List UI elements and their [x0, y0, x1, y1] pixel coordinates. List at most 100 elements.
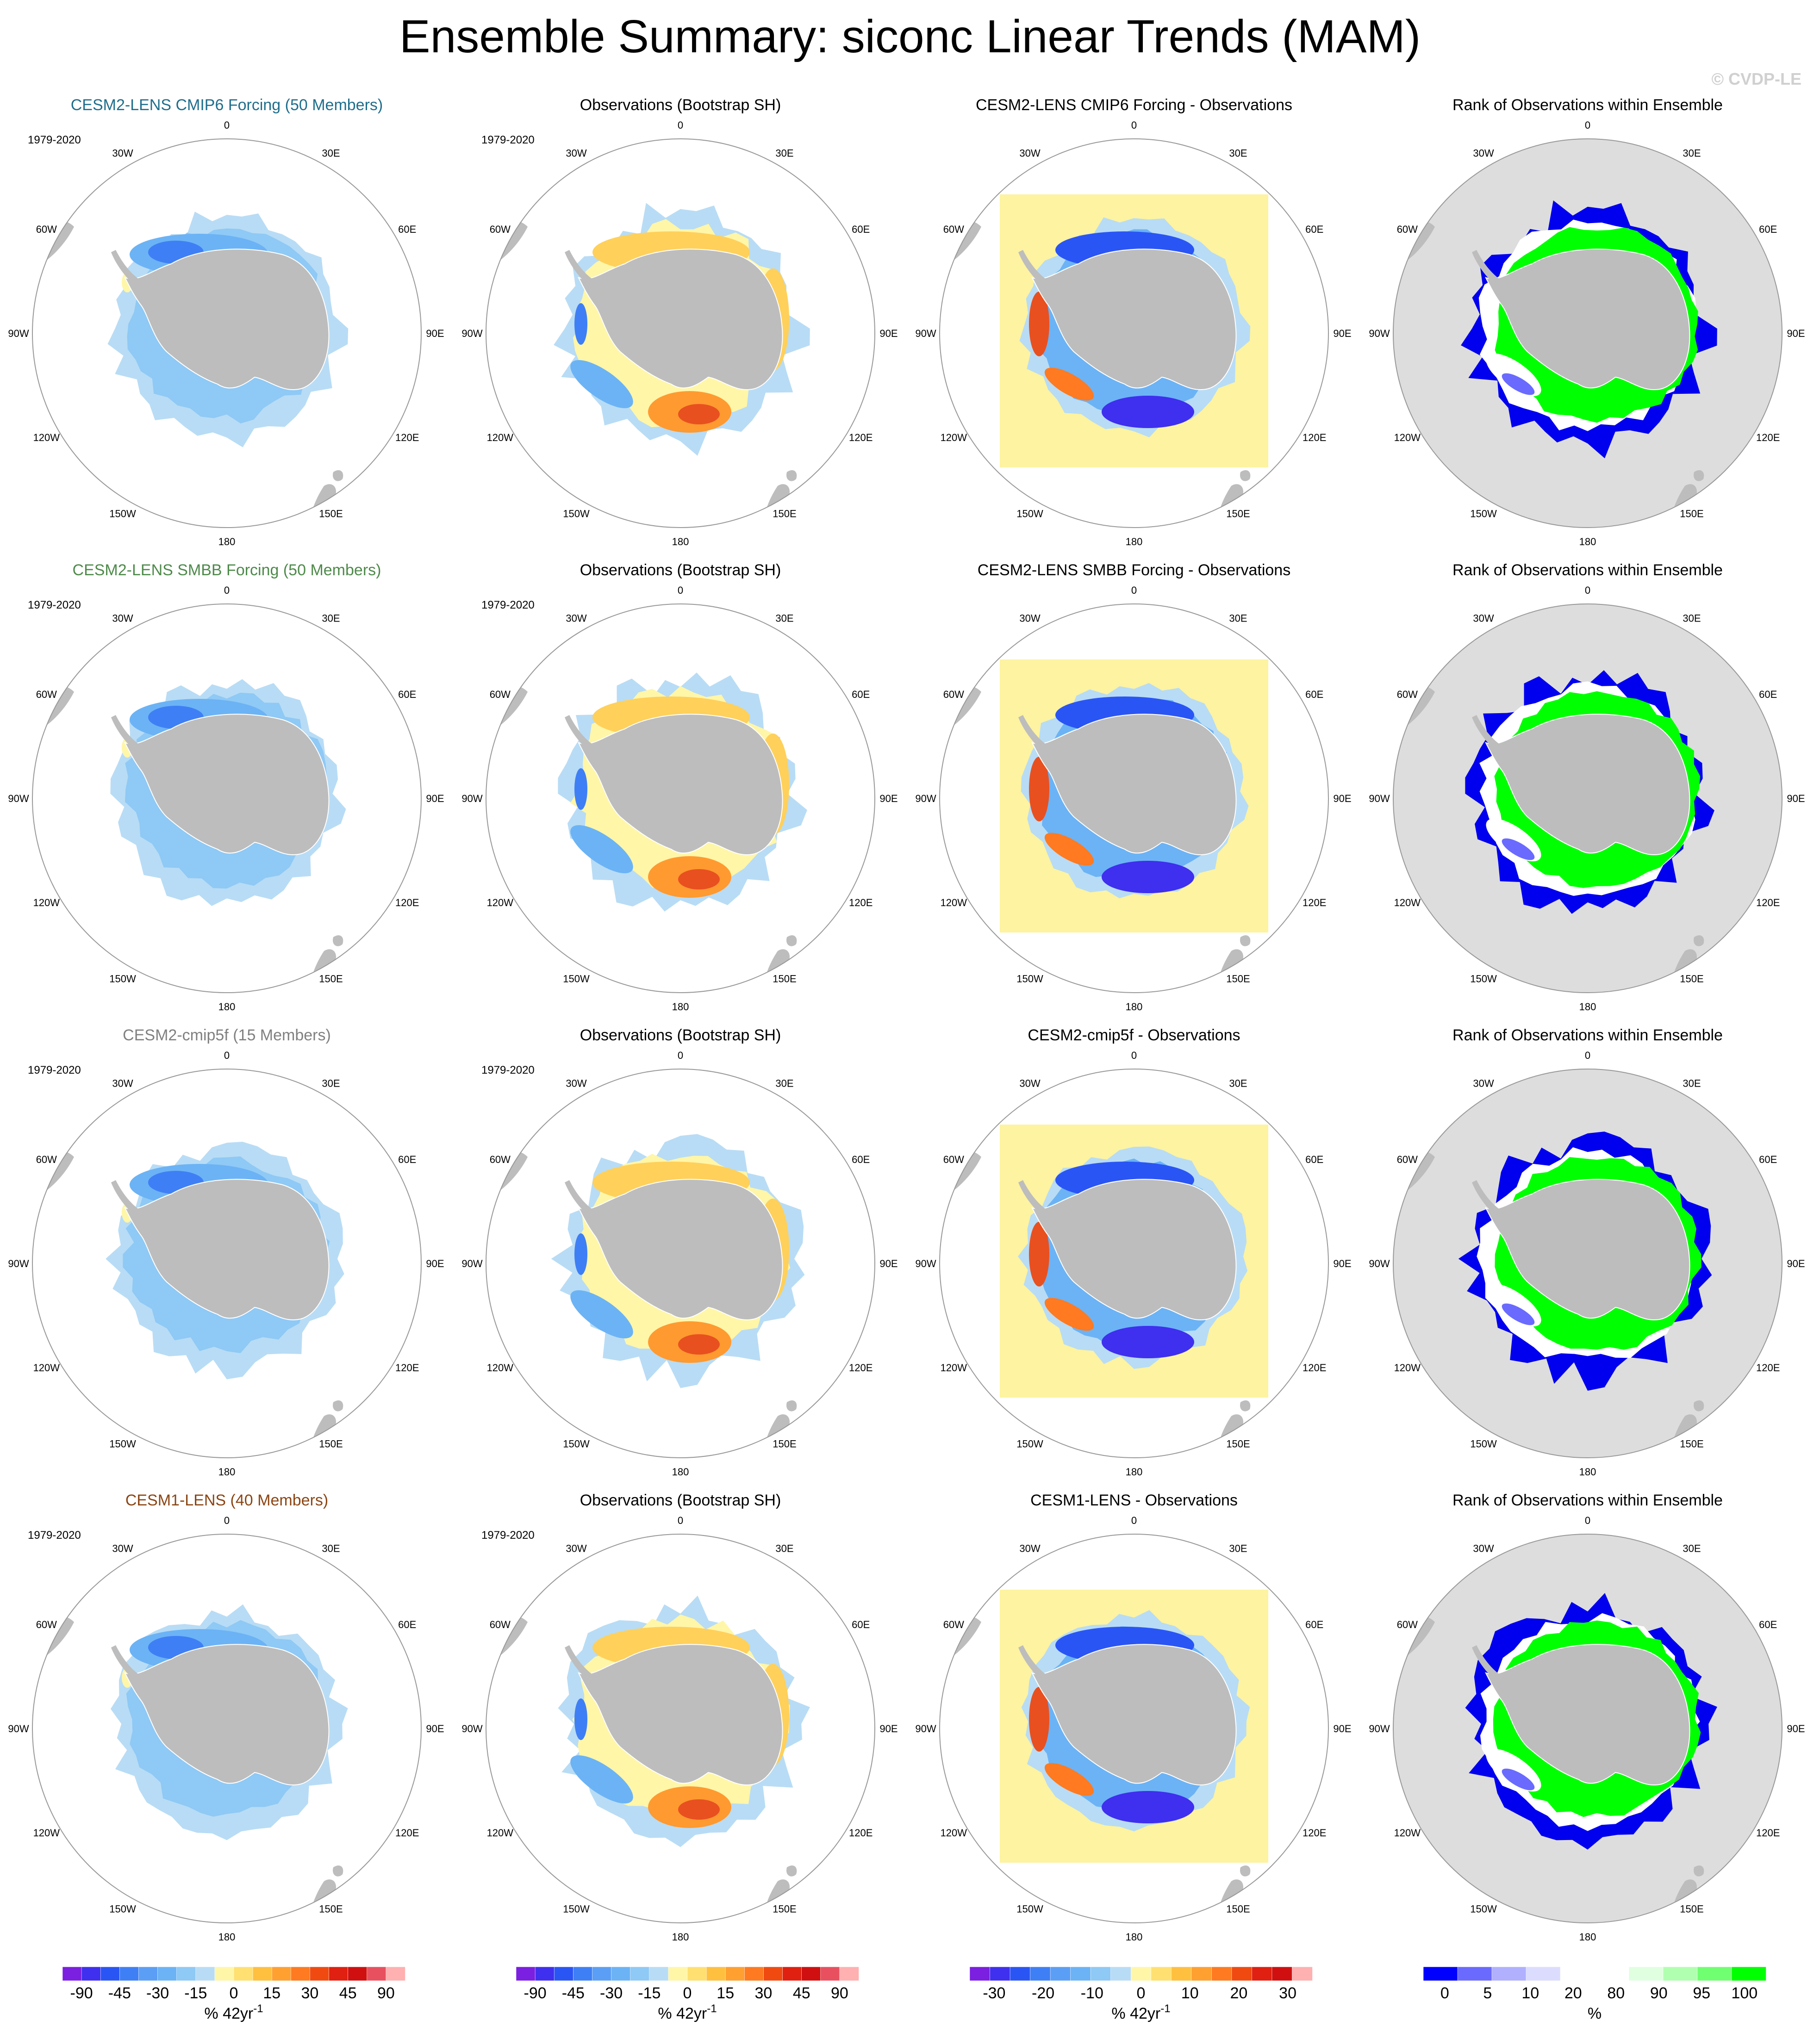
new-zealand-north: [786, 935, 797, 946]
lon-label-e: 90E: [1333, 793, 1351, 804]
period-label: 1979-2020: [28, 1064, 81, 1076]
colorbar-tick-label: -10: [1081, 1984, 1103, 2002]
lon-label-180: 180: [672, 1931, 689, 1943]
lon-label-w: 90W: [915, 1258, 936, 1269]
lon-label-w: 60W: [1397, 1154, 1418, 1165]
colorbar-swatch: [233, 1966, 253, 1981]
map-boundary-circle: [486, 1069, 875, 1458]
colorbar-units: %: [1588, 2005, 1602, 2022]
lon-label-e: 150E: [1680, 1903, 1703, 1915]
lon-label-e: 30E: [322, 147, 340, 159]
lon-label-w: 150W: [109, 973, 136, 985]
lon-label-e: 150E: [1226, 973, 1250, 985]
new-zealand-north: [333, 470, 343, 481]
rank-low-patch: [1502, 838, 1535, 860]
lon-label-e: 120E: [395, 1827, 419, 1839]
lon-label-e: 30E: [775, 612, 793, 624]
diff-map-panel: 0 180 30E 60E 90E 120E 150E 30W 60W 90W 120W 150W: [915, 584, 1351, 1013]
colorbar-tick-label: -45: [562, 1984, 585, 2002]
lon-label-w: 60W: [36, 1619, 57, 1630]
lon-label-e: 30E: [775, 1542, 793, 1554]
obs-map-panel: 0 180 30E 60E 90E 120E 150E 30W 60W 90W 120W 150W 19…: [461, 1050, 898, 1478]
lon-label-e: 30E: [1229, 1542, 1247, 1554]
lon-label-e: 90E: [1787, 328, 1805, 339]
amundsen-decline: [570, 360, 633, 409]
bellingshausen-positive: [1029, 1687, 1049, 1752]
lon-label-w: 30W: [1473, 1542, 1494, 1554]
antarctica-landmass: [124, 249, 330, 390]
colorbar-swatch: [687, 1966, 707, 1981]
amundsen-positive: [1044, 1763, 1094, 1796]
period-label: 1979-2020: [28, 599, 81, 611]
lon-label-e: 30E: [775, 1077, 793, 1089]
antarctic-peninsula: [1472, 715, 1504, 754]
lon-label-w: 150W: [563, 1903, 590, 1915]
rank-map-panel: 0 180 30E 60E 90E 120E 150E 30W 60W 90W 120W 150W: [1369, 1050, 1805, 1478]
colorbar-swatch: [81, 1966, 101, 1981]
lon-label-0: 0: [1131, 1050, 1137, 1061]
rank-low-patch: [1502, 373, 1535, 395]
obs-map-panel: 0 180 30E 60E 90E 120E 150E 30W 60W 90W 120W 150W 19…: [461, 584, 898, 1013]
period-label: 1979-2020: [481, 599, 535, 611]
map-boundary-circle: [486, 138, 875, 528]
colorbar-swatch: [839, 1966, 859, 1981]
colorbar-swatch: [1491, 1966, 1527, 1981]
colorbar-swatch: [668, 1966, 688, 1981]
rank-map-panel: 0 180 30E 60E 90E 120E 150E 30W 60W 90W 120W 150W: [1369, 119, 1805, 547]
rank-map-panel: 0 180 30E 60E 90E 120E 150E 30W 60W 90W 120W 150W: [1369, 584, 1805, 1013]
colorbar-tick-label: 0: [230, 1984, 238, 2002]
diff-panel-title: CESM2-LENS CMIP6 Forcing - Observations: [976, 96, 1292, 114]
colorbar-swatch: [1070, 1966, 1091, 1981]
colorbar-swatch: [630, 1966, 650, 1981]
lon-label-180: 180: [1126, 1931, 1143, 1943]
period-label: 1979-2020: [481, 1064, 535, 1076]
lon-label-e: 30E: [322, 1542, 340, 1554]
colorbar-units: % 42yr-1: [1111, 2002, 1170, 2022]
antarctic-peninsula: [1472, 1645, 1504, 1685]
colorbar-swatch: [1110, 1966, 1132, 1981]
colorbar-swatch: [1594, 1966, 1629, 1981]
lon-label-e: 60E: [1759, 224, 1777, 235]
lon-label-e: 120E: [395, 432, 419, 443]
lon-label-w: 30W: [566, 147, 586, 159]
lon-label-w: 90W: [8, 793, 29, 804]
lon-label-w: 150W: [1016, 973, 1043, 985]
rank-low-patch: [1502, 1768, 1535, 1791]
lon-label-e: 60E: [1305, 1619, 1323, 1630]
colorbar-swatch: [763, 1966, 783, 1981]
lon-label-180: 180: [218, 536, 236, 547]
colorbar-tick-label: 15: [263, 1984, 280, 2002]
ross-negative: [1102, 1791, 1194, 1823]
antarctica-landmass: [1485, 1644, 1690, 1785]
lon-label-e: 90E: [1333, 328, 1351, 339]
lon-label-w: 120W: [1394, 432, 1421, 443]
lon-label-e: 150E: [1226, 1903, 1250, 1915]
lon-label-w: 150W: [109, 1903, 136, 1915]
lon-label-180: 180: [1126, 1001, 1143, 1013]
lon-label-0: 0: [1131, 584, 1137, 596]
colorbar-swatch: [725, 1966, 745, 1981]
colorbar-swatch: [1292, 1966, 1313, 1981]
antarctic-peninsula: [111, 715, 143, 754]
lon-label-180: 180: [1579, 536, 1596, 547]
lon-label-e: 150E: [773, 1438, 796, 1450]
amundsen-positive: [1044, 833, 1094, 866]
lon-label-w: 120W: [33, 1827, 60, 1839]
lon-label-180: 180: [1579, 1466, 1596, 1478]
colorbar-swatch: [1050, 1966, 1071, 1981]
colorbar-units: % 42yr-1: [658, 2002, 717, 2022]
lon-label-e: 120E: [395, 897, 419, 908]
lon-label-180: 180: [1126, 1466, 1143, 1478]
lon-label-w: 120W: [1394, 897, 1421, 908]
watermark: © CVDP-LE: [1711, 69, 1801, 88]
lon-label-e: 90E: [426, 1258, 444, 1269]
lon-label-e: 60E: [852, 224, 870, 235]
lon-label-e: 30E: [1683, 1542, 1701, 1554]
colorbar-tick-label: -90: [524, 1984, 547, 2002]
lon-label-w: 60W: [36, 689, 57, 700]
lon-label-e: 90E: [1787, 1723, 1805, 1735]
antarctic-peninsula: [1018, 715, 1051, 754]
lon-label-e: 150E: [1680, 973, 1703, 985]
lon-label-0: 0: [224, 584, 230, 596]
lon-label-w: 120W: [487, 1362, 514, 1374]
